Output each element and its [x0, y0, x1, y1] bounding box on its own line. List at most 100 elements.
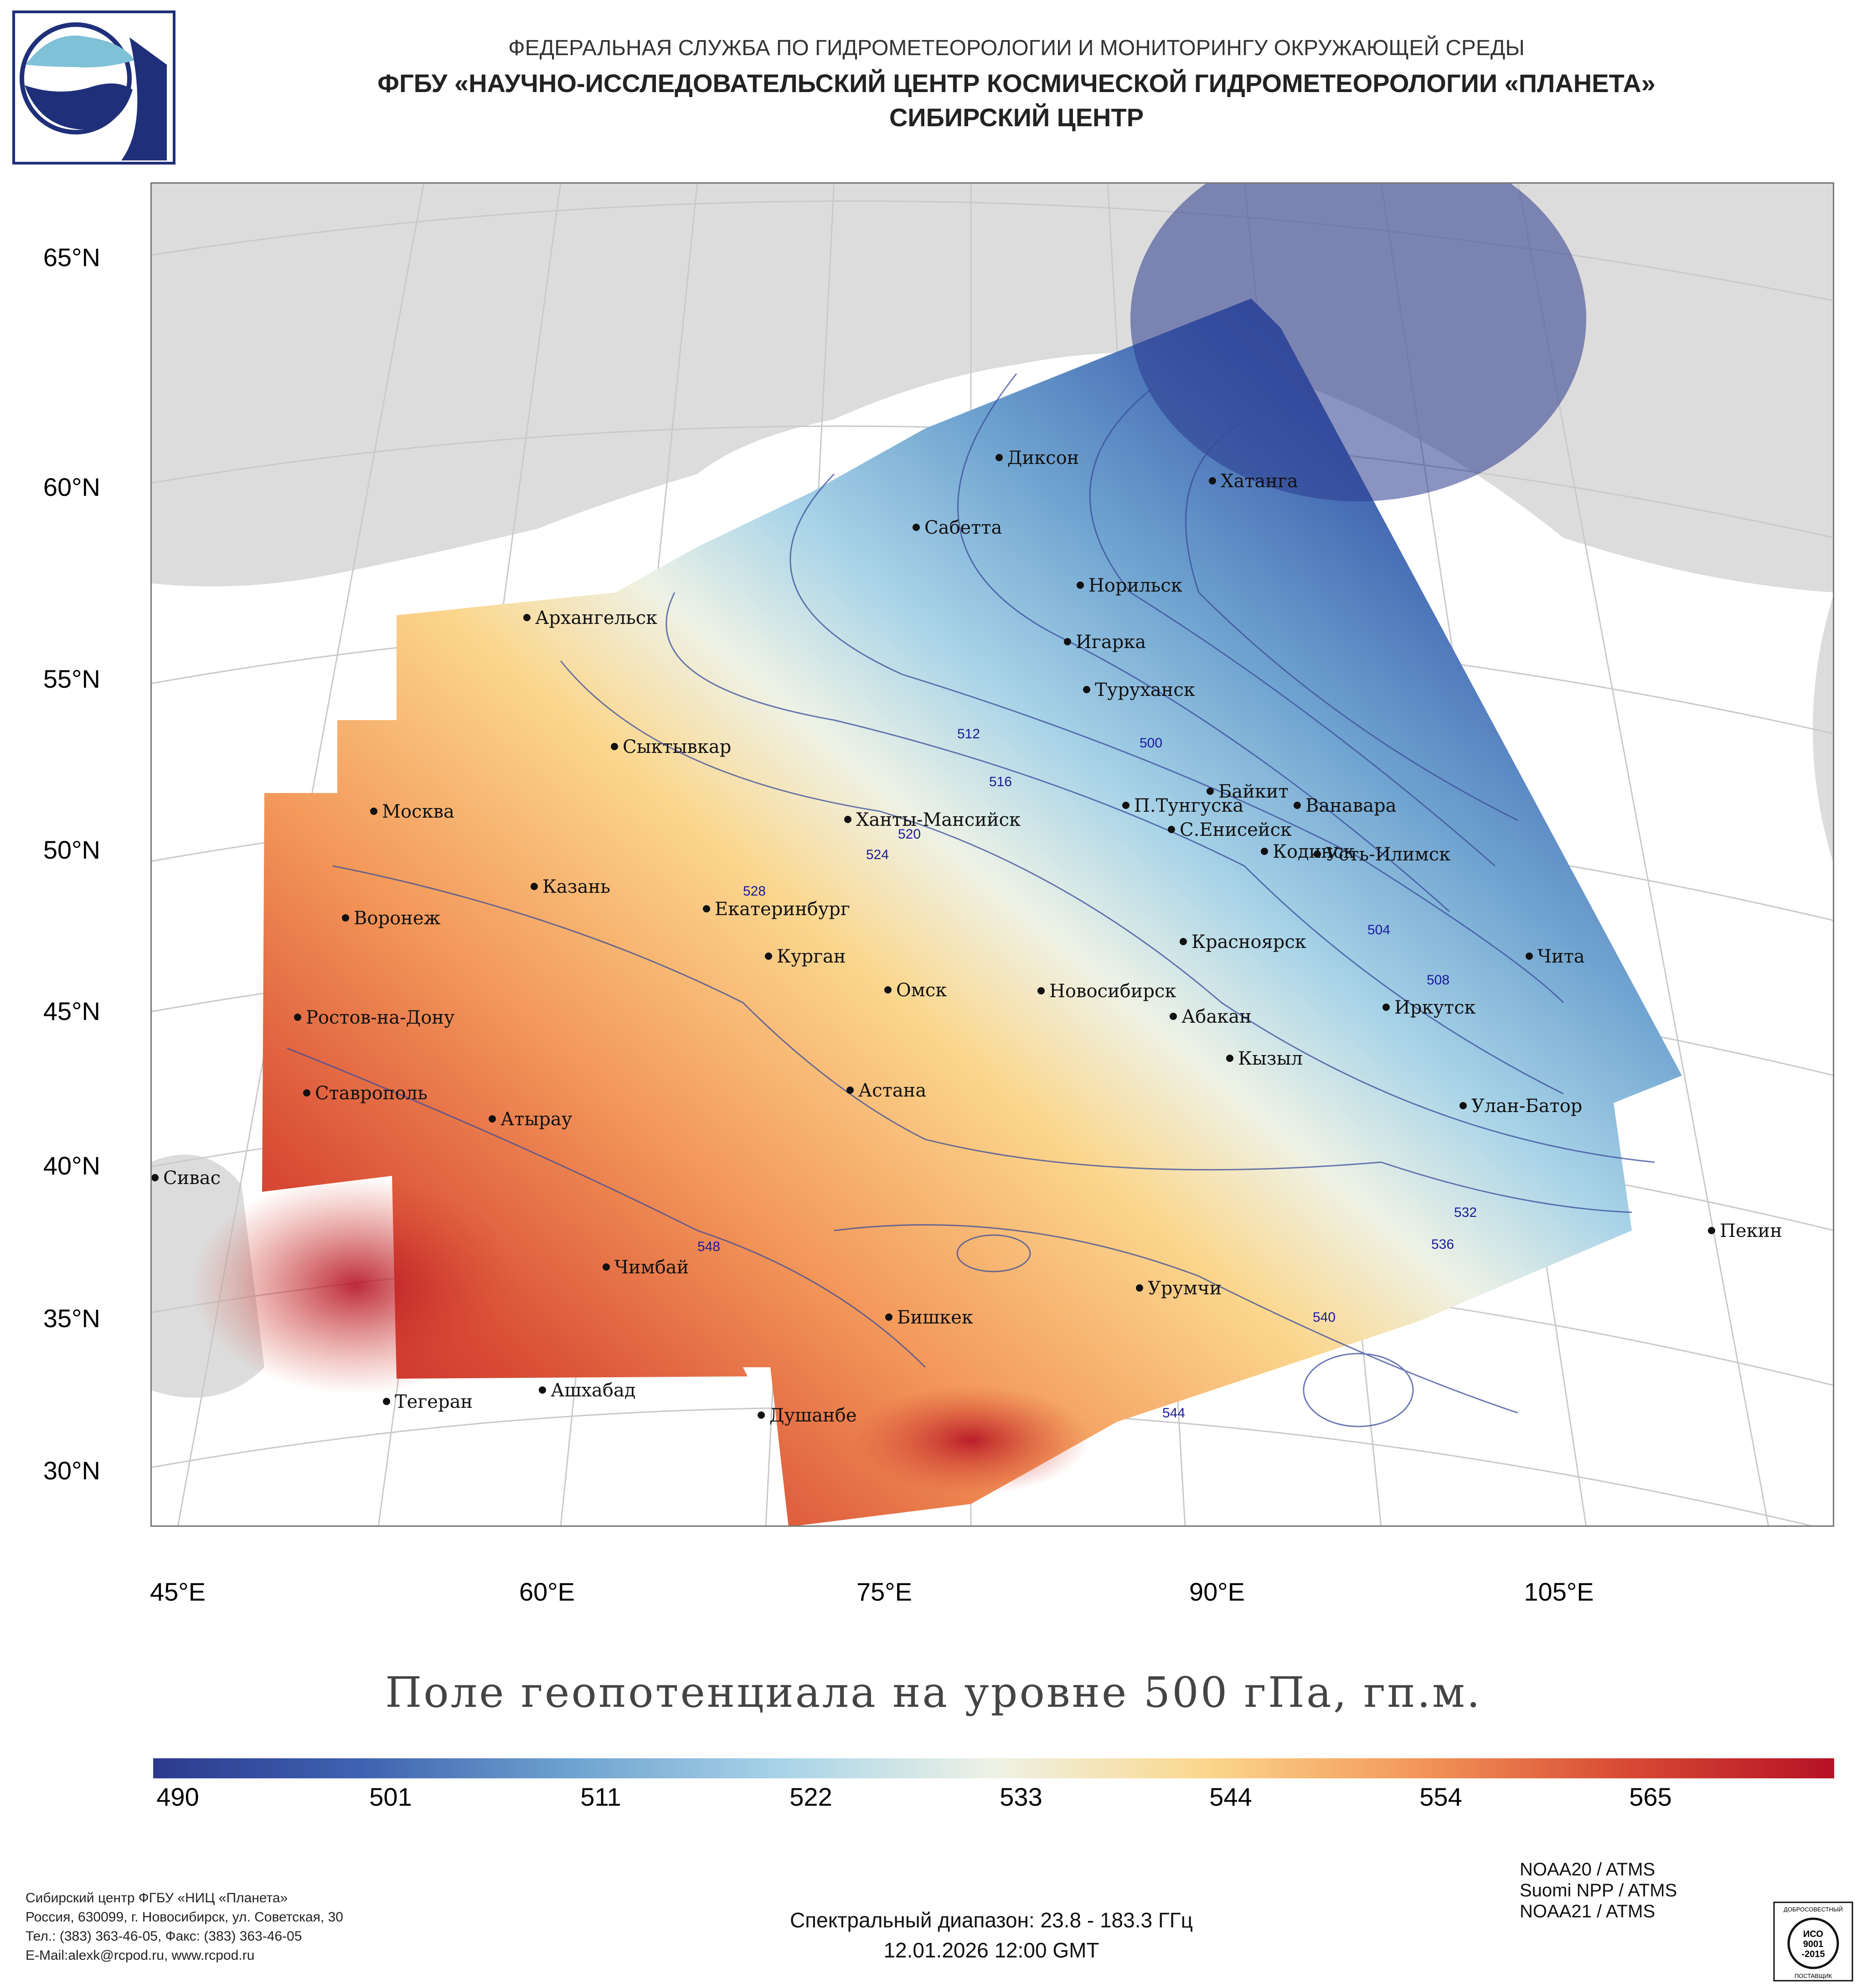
lon-label: 60°E	[519, 1577, 575, 1606]
lat-label: 65°N	[43, 243, 100, 272]
sensor-label: NOAA20 / ATMS	[1520, 1859, 1656, 1880]
iso-top-text: ДОБРОСОВЕСТНЫЙ	[1784, 1906, 1843, 1913]
contour-label: 524	[866, 847, 889, 862]
city-label: Улан-Батор	[1471, 1096, 1582, 1117]
city-label: Атырау	[500, 1109, 572, 1130]
datetime: 12.01.2026 12:00 GMT	[883, 1938, 1099, 1962]
header-center: СИБИРСКИЙ ЦЕНТР	[889, 103, 1144, 132]
map-frame	[150, 182, 1834, 1527]
city-label: Байкит	[1218, 781, 1289, 802]
city-label: Сивас	[163, 1168, 221, 1189]
org-phone: Тел.: (383) 363-46-05, Факс: (383) 363-4…	[26, 1929, 302, 1944]
lon-label: 105°E	[1524, 1577, 1594, 1606]
org-email: E-Mail:alexk@rcpod.ru, www.rcpod.ru	[26, 1948, 255, 1963]
lat-label: 35°N	[43, 1304, 100, 1333]
city-label: Москва	[382, 801, 454, 822]
city-label: Кызыл	[1238, 1048, 1303, 1069]
city-label: Душанбе	[769, 1405, 857, 1426]
contour-label: 528	[743, 884, 766, 899]
colorbar-tick: 544	[1209, 1782, 1252, 1811]
lat-label: 50°N	[43, 835, 100, 864]
city-label: Сабетта	[924, 517, 1002, 538]
city-label: Казань	[542, 876, 610, 897]
lat-label: 40°N	[43, 1151, 100, 1180]
org-name: Сибирский центр ФГБУ «НИЦ «Планета»	[26, 1890, 288, 1906]
colorbar-gradient	[153, 1758, 1834, 1778]
city-label: Омск	[896, 980, 947, 1001]
contour-label: 512	[957, 726, 980, 742]
city-label: Астана	[858, 1080, 926, 1101]
city-label: Тегеран	[395, 1391, 473, 1412]
city-label: Бишкек	[897, 1307, 973, 1328]
city-label: Диксон	[1007, 448, 1079, 469]
city-label: Пекин	[1720, 1221, 1782, 1241]
contour-label: 500	[1140, 736, 1162, 751]
city-label: Ростов-на-Дону	[306, 1007, 455, 1028]
map-title: Поле геопотенциала на уровне 500 гПа, гп…	[385, 1668, 1482, 1717]
lon-label: 45°E	[150, 1577, 206, 1606]
lat-label: 30°N	[43, 1456, 100, 1485]
city-label: Игарка	[1076, 632, 1146, 653]
contour-label: 516	[989, 774, 1012, 789]
colorbar-tick: 565	[1629, 1782, 1672, 1811]
iso-bottom-text: ПОСТАВЩИК	[1795, 1973, 1832, 1979]
colorbar-tick: 490	[156, 1782, 199, 1811]
header-agency: ФЕДЕРАЛЬНАЯ СЛУЖБА ПО ГИДРОМЕТЕОРОЛОГИИ …	[508, 36, 1525, 60]
city-label: Новосибирск	[1049, 981, 1176, 1002]
city-label: Урумчи	[1148, 1278, 1222, 1299]
contour-label: 536	[1431, 1237, 1454, 1252]
contour-label: 540	[1313, 1310, 1336, 1325]
heat-max-iran	[191, 1176, 520, 1395]
geopotential-map: 500 504 508 512 516 520 524 528 532 536 …	[150, 182, 1834, 1527]
lat-label: 55°N	[43, 664, 100, 693]
city-label: С.Енисейск	[1180, 819, 1292, 840]
city-label: Иркутск	[1394, 997, 1476, 1018]
colorbar-tick: 522	[789, 1782, 832, 1811]
colorbar-tick: 554	[1419, 1782, 1462, 1811]
city-label: Екатеринбург	[715, 899, 850, 920]
header-institute: ФГБУ «НАУЧНО-ИССЛЕДОВАТЕЛЬСКИЙ ЦЕНТР КОС…	[377, 69, 1656, 98]
city-label: П.Тунгуска	[1134, 795, 1243, 816]
city-markers	[151, 454, 1715, 1419]
data-swath	[262, 299, 1682, 1527]
city-label: Чимбай	[614, 1257, 689, 1278]
contour-lines	[287, 373, 1655, 1427]
city-label: Чита	[1537, 946, 1585, 967]
city-label: Кодинск	[1273, 841, 1355, 862]
city-label: Туруханск	[1095, 680, 1195, 700]
city-label: Красноярск	[1191, 932, 1306, 953]
colorbar	[153, 1758, 1834, 1778]
lat-label: 45°N	[43, 997, 100, 1025]
city-label: Архангельск	[535, 608, 657, 628]
planeta-logo	[12, 10, 175, 165]
org-address: Россия, 630099, г. Новосибирск, ул. Сове…	[26, 1910, 343, 1925]
heat-max-tibet	[852, 1385, 1089, 1495]
contour-label: 520	[898, 827, 921, 842]
iso-year: -2015	[1801, 1949, 1825, 1959]
lon-label: 90°E	[1189, 1577, 1245, 1606]
contour-label: 504	[1367, 922, 1390, 937]
city-labels: Диксон Хатанга Сабетта Норильск Игарка А…	[163, 448, 1782, 1426]
city-label: Ставрополь	[315, 1083, 428, 1104]
contour-label: 544	[1162, 1406, 1185, 1421]
east-land	[1813, 592, 1834, 866]
contour-label: 548	[697, 1239, 720, 1254]
spectral-range: Спектральный диапазон: 23.8 - 183.3 ГГц	[789, 1908, 1193, 1932]
city-label: Ханты-Мансийск	[856, 809, 1021, 830]
colorbar-tick: 533	[1000, 1782, 1042, 1811]
iso-label: ИСО	[1803, 1929, 1823, 1939]
city-label: Усть-Илимск	[1325, 844, 1450, 865]
colorbar-tick: 511	[580, 1782, 621, 1811]
city-label: Ванавара	[1305, 795, 1397, 816]
sensor-label: Suomi NPP / ATMS	[1520, 1880, 1677, 1900]
sensor-label: NOAA21 / ATMS	[1520, 1901, 1656, 1921]
lat-label: 60°N	[43, 473, 100, 501]
iso-badge: ДОБРОСОВЕСТНЫЙ ИСО 9001 -2015 ПОСТАВЩИК	[1773, 1901, 1853, 1982]
city-label: Курган	[777, 946, 846, 967]
lon-label: 75°E	[856, 1577, 913, 1606]
iso-number: 9001	[1803, 1939, 1824, 1949]
city-label: Абакан	[1181, 1006, 1252, 1027]
city-label: Норильск	[1088, 575, 1182, 596]
city-label: Сыктывкар	[623, 736, 731, 757]
city-label: Хатанга	[1221, 471, 1298, 492]
